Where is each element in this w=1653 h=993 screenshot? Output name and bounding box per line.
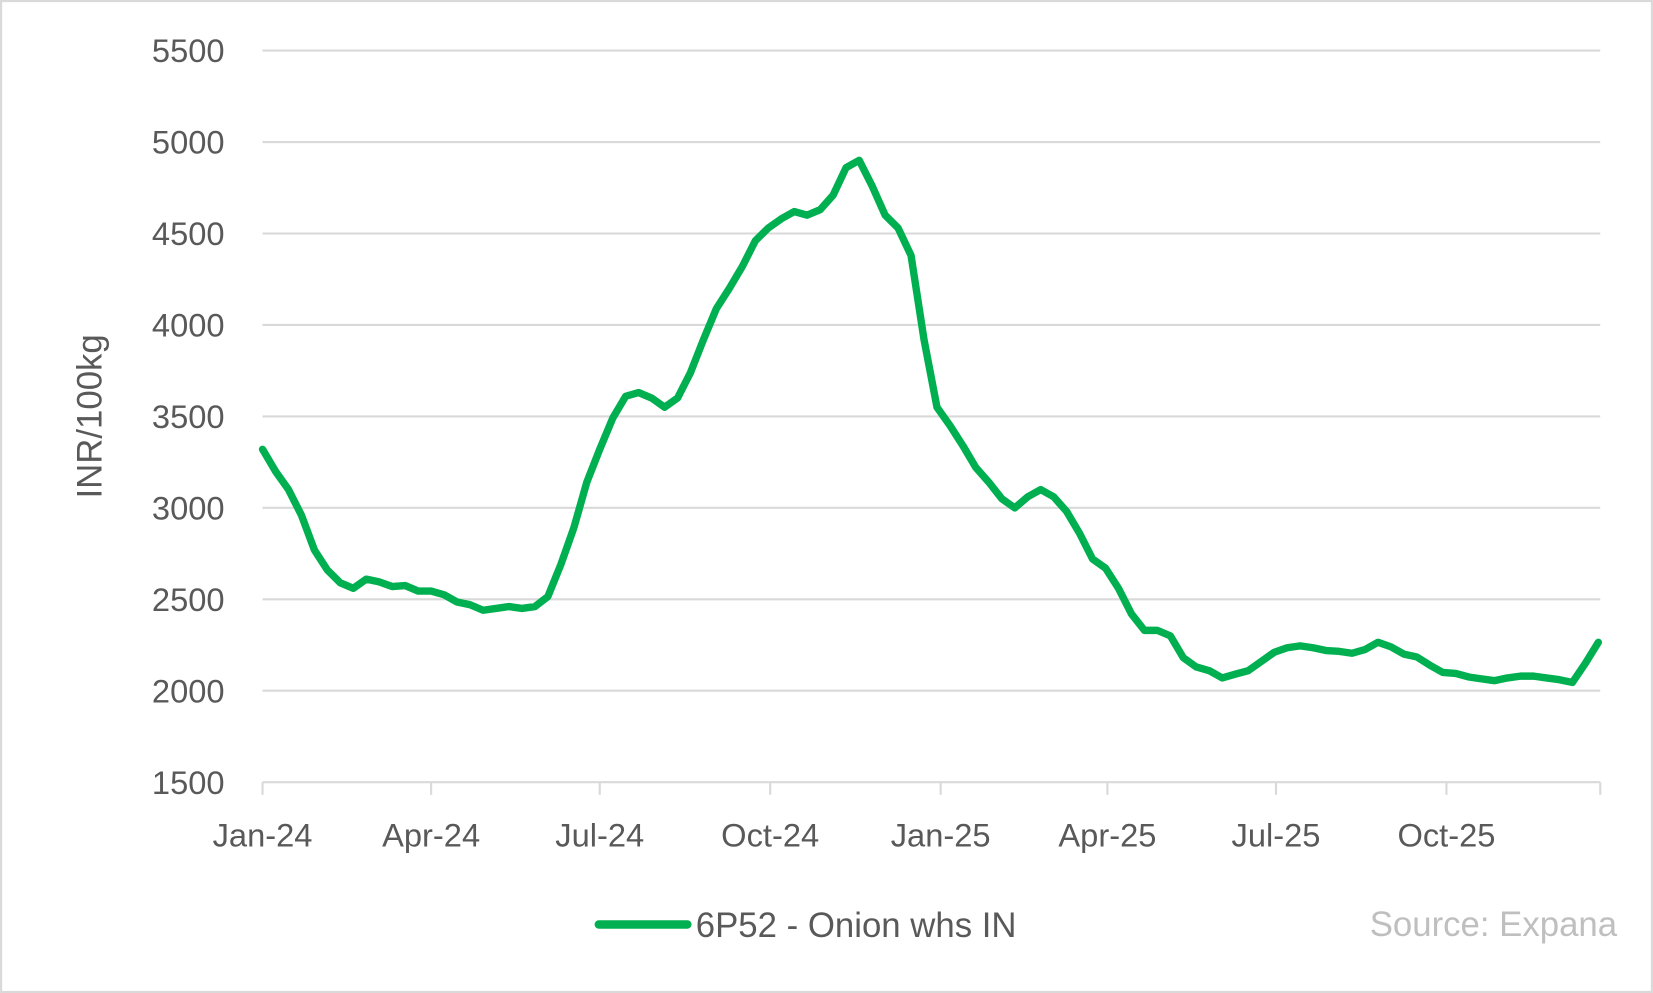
x-tick-label: Apr-24 (382, 816, 480, 853)
y-tick-label: 5500 (152, 32, 225, 69)
y-tick-label: 4000 (152, 307, 225, 344)
y-tick-label: 2500 (152, 581, 225, 618)
y-tick-label: 3000 (152, 489, 225, 526)
y-tick-label: 3500 (152, 398, 225, 435)
y-tick-label: 2000 (152, 672, 225, 709)
legend-label: 6P52 - Onion whs IN (696, 907, 1017, 945)
x-tick-label: Jan-25 (891, 816, 991, 853)
y-axis-label: INR/100kg (71, 334, 109, 498)
source-note: Source: Expana (1370, 906, 1618, 944)
x-tick-label: Apr-25 (1058, 816, 1156, 853)
y-tick-label: 4500 (152, 215, 225, 252)
series-line-onion (258, 156, 1603, 687)
x-tick-label: Jan-24 (213, 816, 313, 853)
x-tick-label: Jul-25 (1232, 816, 1321, 853)
x-tick-label: Oct-24 (721, 816, 819, 853)
y-tick-label: 5000 (152, 124, 225, 161)
x-tick-label: Oct-25 (1397, 816, 1495, 853)
legend: 6P52 - Onion whs IN (594, 907, 1017, 945)
x-tick-label: Jul-24 (555, 816, 644, 853)
y-tick-label: 1500 (152, 764, 225, 801)
